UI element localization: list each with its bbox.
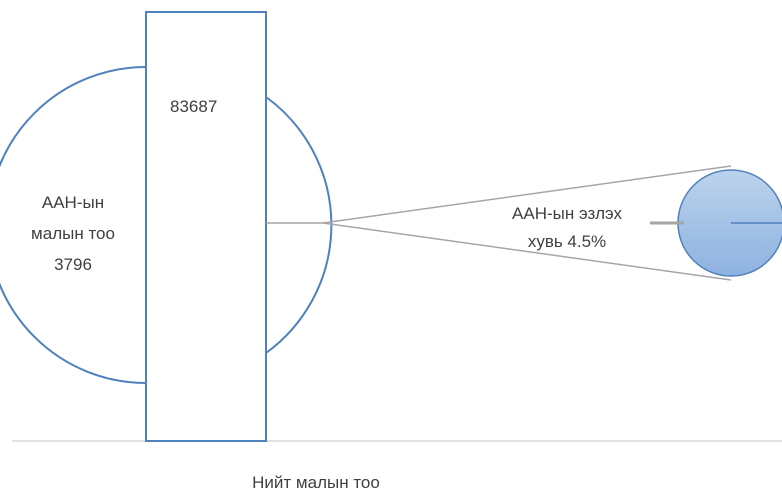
circle-label-line-2: малын тоо: [31, 224, 115, 243]
bar-total: [145, 11, 267, 442]
big-circle-left-arc: [0, 66, 147, 384]
percent-label-line-2: хувь 4.5%: [528, 232, 606, 251]
connector-top: [322, 165, 732, 224]
connector-bottom: [322, 222, 732, 281]
circle-label-line-1: ААН-ын: [42, 193, 104, 212]
x-axis-label: Нийт малын тоо: [252, 473, 380, 492]
big-circle-right-arc: [265, 96, 333, 354]
circle-label-line-3: 3796: [54, 255, 92, 274]
bar-value-label: 83687: [170, 97, 217, 116]
percent-label-line-1: ААН-ын эзлэх: [512, 204, 622, 223]
